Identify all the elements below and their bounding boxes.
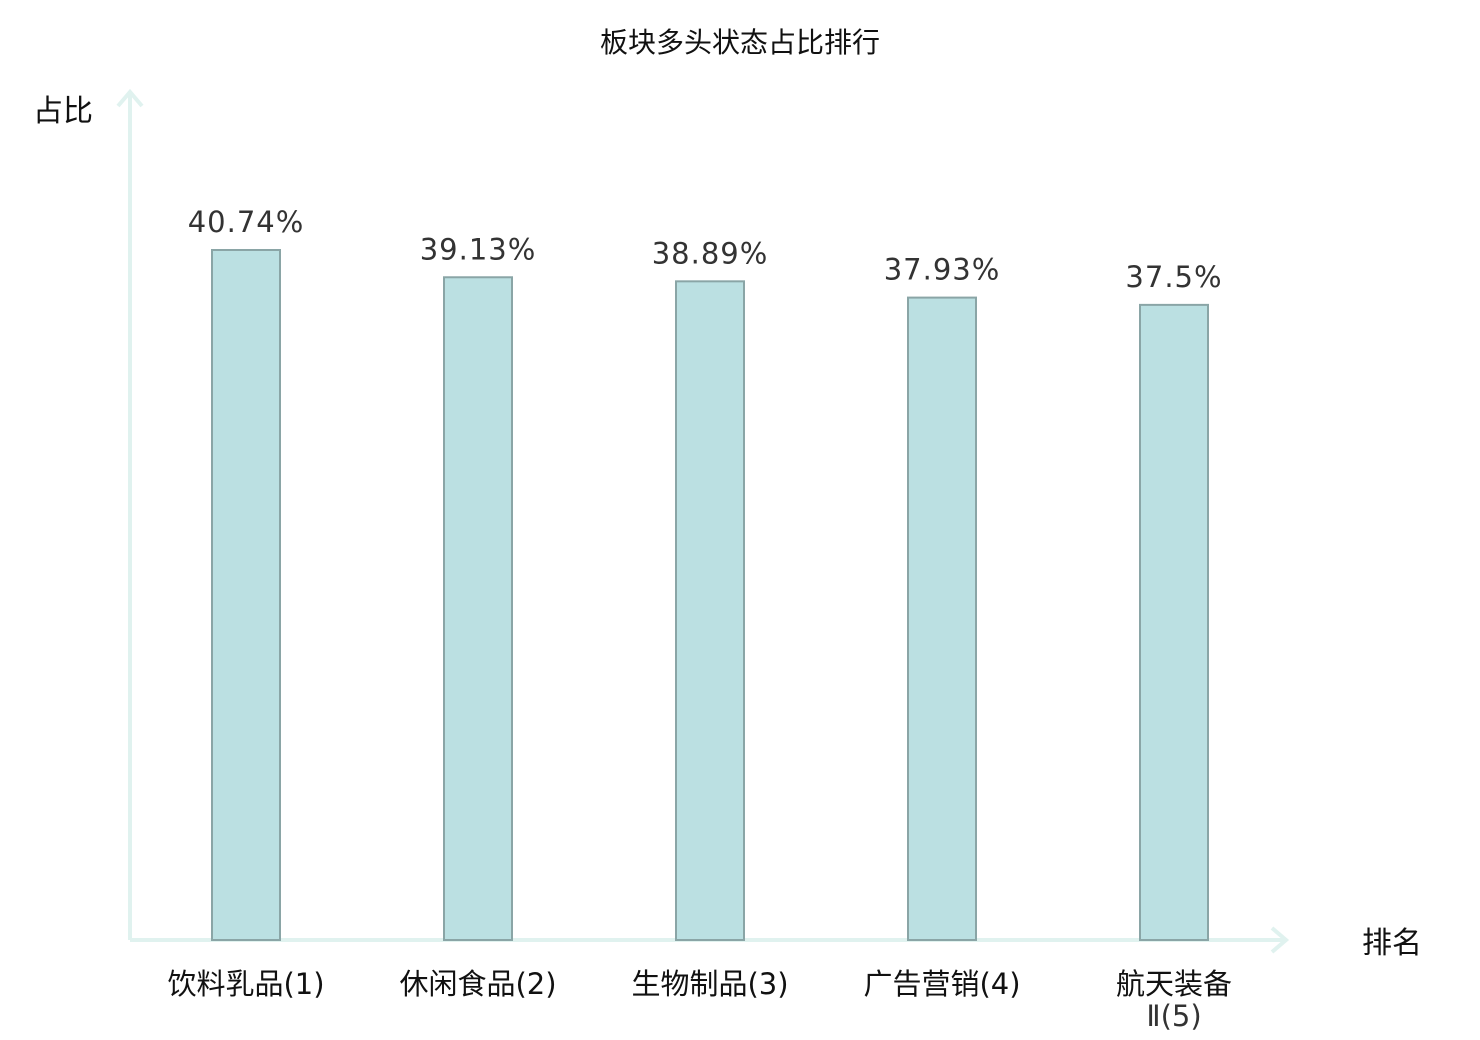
data-label: 38.89%	[652, 236, 769, 270]
x-tick-label: 生物制品(3)	[631, 967, 788, 1001]
data-label: 40.74%	[188, 205, 305, 239]
bar	[907, 296, 977, 941]
data-label: 39.13%	[420, 232, 537, 266]
x-tick-label: 广告营销(4)	[863, 967, 1020, 1001]
bar	[211, 249, 281, 941]
x-tick-label-rank: Ⅱ(5)	[1146, 999, 1201, 1033]
data-label: 37.93%	[884, 253, 1001, 287]
data-label: 37.5%	[1125, 260, 1222, 294]
bar	[1139, 303, 1209, 941]
bars-group: 40.74% 饮料乳品(1) 39.13% 休闲食品(2) 38.89% 生物制品(3) 3…	[167, 205, 1232, 1033]
x-axis-title: 排名	[1362, 926, 1422, 961]
x-tick-label: 饮料乳品(1)	[167, 967, 324, 1001]
bar	[443, 276, 513, 941]
y-axis-title: 占比	[33, 94, 93, 129]
bar	[675, 280, 745, 942]
x-axis-arrow-icon	[1270, 926, 1290, 954]
chart-title: 板块多头状态占比排行	[600, 26, 880, 59]
x-tick-label: 航天装备	[1116, 967, 1232, 1001]
x-tick-label: 休闲食品(2)	[399, 967, 556, 1001]
y-axis-arrow-icon	[116, 88, 144, 108]
